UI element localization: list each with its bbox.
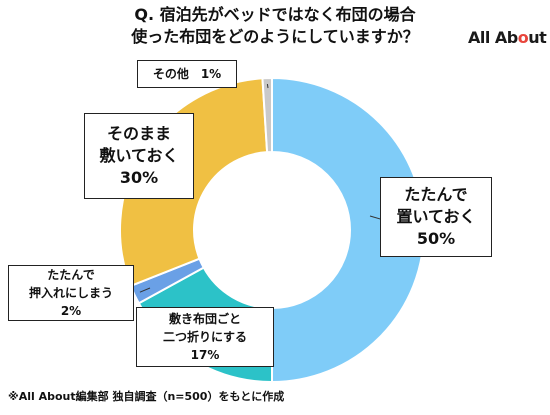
all-about-logo: All About <box>468 28 547 50</box>
slice-label-3-line-2: 30% <box>119 168 159 187</box>
slice-label-2-line-1: 押入れにしまう <box>28 286 113 300</box>
slice-label-1: 敷き布団ごと 二つ折りにする 17% <box>136 307 274 367</box>
slice-label-1-line-0: 敷き布団ごと <box>168 312 241 326</box>
title-line-1: Q. 宿泊先がベッドではなく布団の場合 <box>134 5 416 24</box>
logo-text-a: All Ab <box>468 28 518 47</box>
footnote: ※All About編集部 独自調査（n=500）をもとに作成 <box>8 390 285 403</box>
slice-label-4: その他 1% <box>137 60 237 88</box>
slice-label-0-line-2: 50% <box>416 229 456 248</box>
slice-label-1-line-2: 17% <box>190 348 220 362</box>
chart-title: Q. 宿泊先がベッドではなく布団の場合 使った布団をどのようにしていますか？ <box>0 4 550 48</box>
donut-slice-4 <box>261 76 273 154</box>
slice-label-0-line-1: 置いておく <box>396 207 476 226</box>
slice-label-2-line-2: 2% <box>60 304 82 318</box>
slice-label-3-line-1: 敷いておく <box>99 146 179 165</box>
slice-label-2: たたんで押入れにしまう 2% <box>8 265 134 321</box>
logo-text-o: o <box>517 28 529 47</box>
title-line-2: 使った布団をどのようにしていますか？ <box>131 27 419 46</box>
donut-slice-0 <box>271 76 425 384</box>
slice-label-3-line-0: そのまま <box>106 124 171 143</box>
slice-label-0-line-0: たたんで <box>404 185 468 204</box>
slice-label-1-line-1: 二つ折りにする <box>162 330 248 344</box>
slice-label-3: そのまま敷いておく 30% <box>84 113 194 199</box>
slice-label-4-line-0: その他 1% <box>152 67 222 81</box>
logo-text-b: ut <box>528 28 547 47</box>
slice-label-0: たたんで置いておく 50% <box>380 177 492 257</box>
leader-line-2 <box>139 287 151 293</box>
leader-line-4 <box>266 83 269 89</box>
slice-label-2-line-0: たたんで <box>47 268 95 282</box>
